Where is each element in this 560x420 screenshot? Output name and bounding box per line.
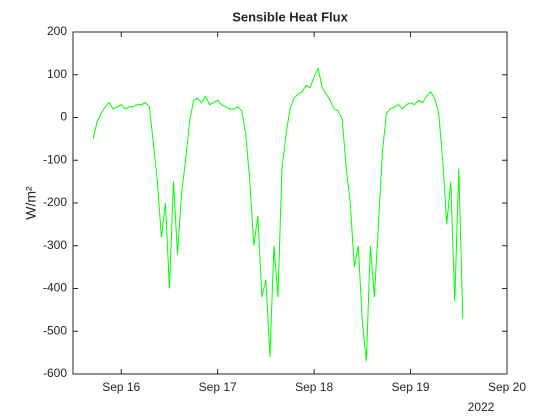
y-tick-label: -100 [43,152,67,166]
y-tick-label: -300 [43,238,67,252]
y-tick-label: -500 [43,323,67,337]
x-tick-label: Sep 17 [199,380,237,394]
y-tick-label: -400 [43,281,67,295]
data-line [92,66,464,362]
x-tick-label: Sep 19 [392,380,430,394]
x-tick-label: Sep 18 [295,380,333,394]
y-tick-label: 200 [47,24,67,38]
y-tick-label: 100 [47,67,67,81]
y-tick-label: 0 [60,110,67,124]
x-year-label: 2022 [468,400,495,414]
x-tick-label: Sep 16 [102,380,140,394]
y-tick-label: -200 [43,195,67,209]
x-tick-label: Sep 20 [488,380,526,394]
y-tick-label: -600 [43,366,67,380]
y-axis-label: W/m² [23,186,39,220]
chart-title: Sensible Heat Flux [232,9,348,24]
